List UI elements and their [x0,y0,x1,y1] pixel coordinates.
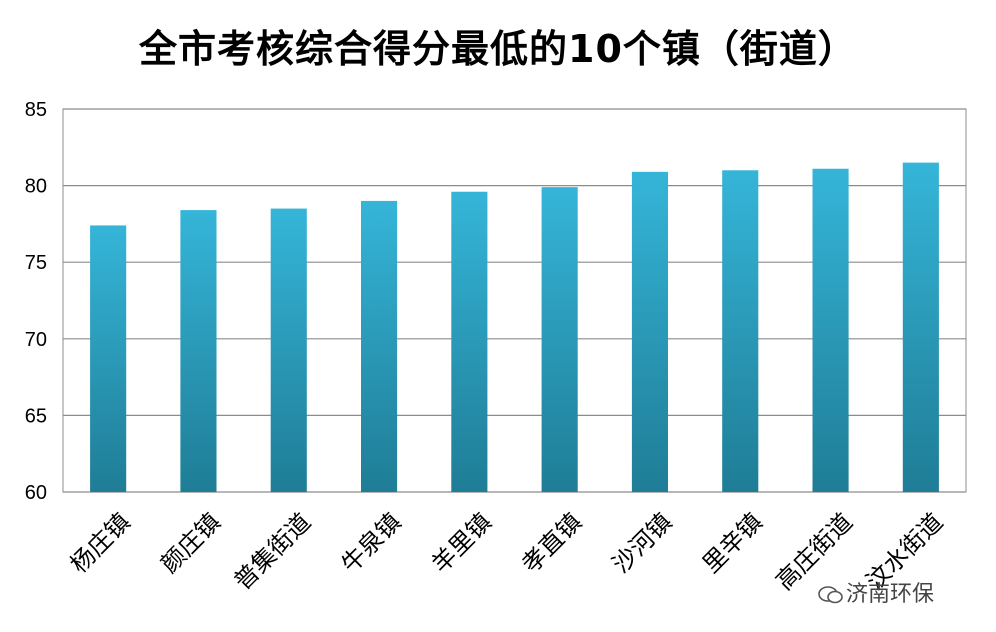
bar-1 [90,225,127,492]
y-axis-ticks: 60 65 70 75 80 85 [25,99,47,504]
watermark: 济南环保 [818,576,934,608]
y-tick-label: 75 [25,252,47,274]
chart-title: 全市考核综合得分最低的10个镇（街道） [139,27,857,71]
bar-3 [270,208,307,492]
bar-8 [722,170,759,492]
watermark-text: 济南环保 [846,582,935,607]
x-category-label: 孝直镇 [516,508,587,579]
y-tick-label: 65 [25,405,47,427]
x-category-label: 普集街道 [229,508,317,596]
y-tick-label: 80 [25,176,47,198]
x-category-label: 沙河镇 [607,508,678,579]
wechat-bubble-icon [818,586,843,604]
x-category-label: 羊里镇 [426,508,497,579]
bar-7 [631,171,669,492]
bar-2 [180,210,217,492]
bar-layer [90,162,939,493]
bar-6 [541,187,578,492]
x-category-label: 杨庄镇 [65,508,136,579]
bar-10 [902,162,939,492]
x-category-label: 颜庄镇 [155,508,226,579]
y-tick-label: 85 [25,99,47,121]
x-axis-categories: 杨庄镇 颜庄镇 普集街道 牛泉镇 羊里镇 孝直镇 沙河镇 里辛镇 高庄街道 汶水街道 [65,508,948,596]
bar-9 [812,168,849,493]
bar-4 [360,200,398,493]
y-tick-label: 60 [25,482,47,504]
y-tick-label: 70 [25,329,47,351]
x-category-label: 里辛镇 [697,508,768,579]
bar-5 [451,191,488,492]
x-category-label: 牛泉镇 [336,508,407,579]
